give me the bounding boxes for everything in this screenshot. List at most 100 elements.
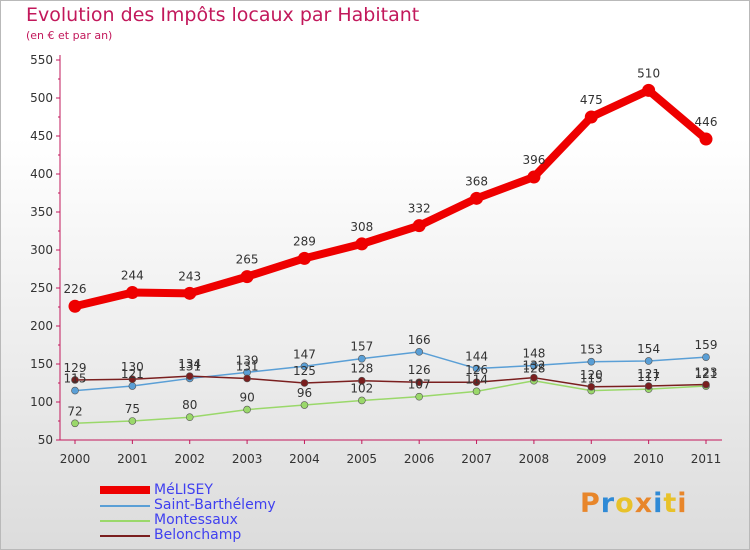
data-label: 90	[239, 391, 254, 405]
y-tick-label: 400	[30, 167, 53, 181]
x-tick-label: 2008	[519, 452, 550, 466]
legend-swatch	[100, 486, 150, 494]
data-label: 148	[522, 347, 545, 361]
x-tick-label: 2011	[691, 452, 722, 466]
data-label: 121	[121, 367, 144, 381]
data-label: 131	[236, 359, 259, 373]
series-point	[300, 379, 309, 387]
data-label: 166	[408, 333, 431, 347]
series-point	[412, 219, 426, 233]
legend-swatch	[100, 505, 150, 507]
data-label: 130	[121, 360, 144, 374]
data-label: 126	[408, 363, 431, 377]
data-label: 72	[67, 404, 82, 418]
series-point	[128, 375, 137, 384]
series-point	[71, 376, 79, 384]
data-label: 107	[408, 378, 431, 392]
series-point	[128, 382, 137, 390]
y-tick-label: 200	[30, 319, 53, 333]
series-point	[68, 299, 82, 313]
series-point	[702, 353, 710, 361]
series-point	[642, 83, 656, 97]
y-tick-label: 100	[30, 395, 53, 409]
data-label: 115	[580, 372, 603, 386]
series-point	[297, 251, 311, 265]
series-point	[530, 373, 538, 382]
series-point	[71, 386, 79, 395]
series-point	[358, 396, 366, 405]
data-label: 332	[408, 202, 431, 216]
series-point	[71, 419, 79, 428]
legend-label: Saint-Barthélemy	[154, 497, 276, 513]
series-point	[243, 374, 251, 383]
data-label: 115	[64, 372, 87, 386]
y-tick-label: 50	[38, 433, 53, 447]
data-label: 510	[637, 66, 660, 80]
y-tick-label: 550	[30, 53, 53, 67]
series-point	[644, 382, 653, 390]
x-tick-label: 2004	[289, 452, 320, 466]
series-point	[183, 286, 197, 300]
data-label: 159	[695, 338, 718, 352]
series-point	[472, 378, 481, 387]
legend-label: Belonchamp	[154, 527, 242, 543]
series-point	[240, 270, 254, 284]
data-label: 243	[178, 269, 201, 283]
data-label: 121	[695, 367, 718, 381]
data-label: 125	[293, 364, 316, 378]
data-label: 132	[522, 359, 545, 373]
data-label: 475	[580, 93, 603, 107]
data-label: 153	[580, 343, 603, 357]
series-point	[300, 401, 309, 409]
series-point	[355, 237, 369, 251]
data-label: 139	[236, 353, 259, 367]
data-label: 446	[695, 115, 718, 129]
y-tick-label: 350	[30, 205, 53, 219]
x-tick-label: 2009	[576, 452, 607, 466]
data-label: 128	[522, 362, 545, 376]
series-point	[300, 362, 309, 371]
x-tick-label: 2007	[461, 452, 492, 466]
series-point	[415, 378, 423, 387]
data-label: 265	[236, 253, 259, 267]
data-label: 80	[182, 398, 197, 412]
series-point	[472, 364, 481, 373]
series-point	[415, 392, 423, 401]
series-point	[530, 361, 538, 370]
x-tick-label: 2005	[347, 452, 378, 466]
x-tick-label: 2001	[117, 452, 148, 466]
series-point	[185, 372, 194, 380]
series-point	[527, 170, 541, 184]
data-label: 368	[465, 174, 488, 188]
series-point	[185, 413, 194, 422]
x-tick-label: 2002	[174, 452, 205, 466]
legend-swatch	[100, 520, 150, 522]
data-label: 114	[465, 372, 488, 386]
chart-subtitle: (en € et par an)	[26, 29, 113, 42]
series-point	[243, 405, 251, 414]
series-line	[74, 379, 707, 425]
y-tick-label: 300	[30, 243, 53, 257]
data-label: 147	[293, 347, 316, 361]
data-label: 123	[695, 366, 718, 380]
series-point	[470, 191, 484, 205]
data-label: 134	[178, 357, 201, 371]
series-point	[358, 376, 366, 385]
series-point	[587, 357, 596, 366]
proxiti-logo: Proxiti	[580, 488, 688, 519]
series-line	[74, 351, 707, 392]
data-label: 226	[64, 282, 87, 296]
y-tick-label: 450	[30, 129, 53, 143]
data-label: 308	[350, 220, 373, 234]
y-tick-label: 250	[30, 281, 53, 295]
data-label: 96	[297, 386, 312, 400]
data-label: 117	[637, 370, 660, 384]
series-point	[125, 286, 139, 300]
series-point	[644, 357, 653, 365]
series-point	[472, 387, 481, 396]
x-tick-label: 2006	[404, 452, 435, 466]
data-label: 128	[350, 362, 373, 376]
series-point	[702, 380, 710, 389]
series-line	[71, 86, 710, 311]
data-label: 121	[637, 367, 660, 381]
